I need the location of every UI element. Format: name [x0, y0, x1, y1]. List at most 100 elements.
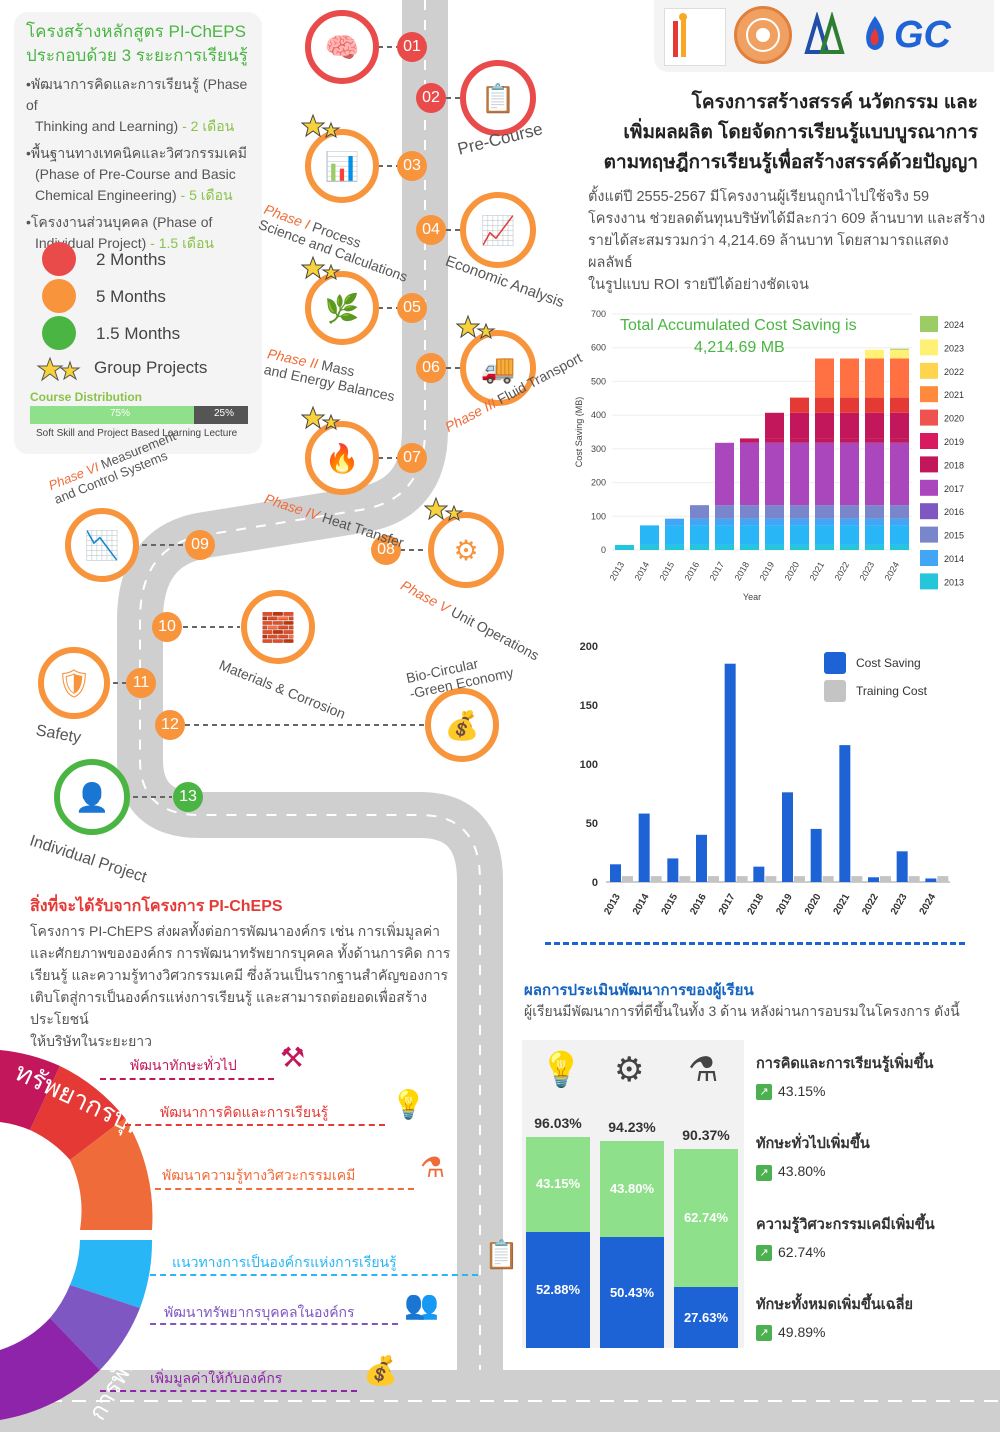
legend-label: Cost Saving	[856, 656, 921, 670]
bar-segment	[840, 412, 859, 439]
improvement-value: ↗ 62.74%	[756, 1244, 996, 1261]
bar-segment	[765, 525, 784, 545]
x-tick-label: 2015	[660, 892, 681, 917]
roadmap-number-badge: 08	[371, 535, 401, 565]
x-tick-label: 2014	[633, 560, 652, 582]
bar-segment	[690, 505, 709, 519]
cost-saving-bar	[753, 866, 765, 882]
accumulated-cost-saving-chart: 0 100 200 300 400 500 600 700 Cost Saving (MB) 20…	[574, 309, 964, 600]
bar-segment	[740, 525, 759, 545]
y-tick-label: 100	[580, 759, 598, 771]
bar-segment	[690, 544, 709, 550]
bar-segment	[890, 349, 909, 359]
bar-segment	[740, 505, 759, 519]
training-cost-bar	[765, 876, 777, 882]
bar-segment	[640, 544, 659, 550]
training-cost-bar	[880, 876, 891, 882]
tools-icon: ⚒	[280, 1041, 306, 1074]
x-tick-label: 2018	[733, 560, 752, 582]
legend-label: 2022	[944, 367, 964, 377]
bar-segment	[840, 544, 859, 550]
bar-segment	[865, 442, 884, 506]
stars-icon	[36, 356, 81, 382]
y-tick-label: 500	[591, 376, 606, 386]
bar-segment	[840, 518, 859, 526]
benefit-item-label: เพิ่มมูลค่าให้กับองค์กร	[150, 1370, 283, 1386]
legend-swatch	[920, 433, 938, 449]
bar-segment	[740, 544, 759, 550]
leaf-icon: 🌿	[324, 291, 360, 325]
group-project-stars-icon	[301, 113, 341, 139]
y-tick-label: 600	[591, 343, 606, 353]
bar-segment	[865, 412, 884, 439]
bar-segment	[715, 505, 734, 519]
bar-segment	[890, 442, 909, 506]
bar-segment	[840, 358, 859, 398]
bar-segment	[890, 348, 909, 350]
legend-label: 2015	[944, 531, 964, 541]
x-tick-label: 2013	[608, 560, 627, 582]
checklist-icon: 📋	[480, 81, 516, 115]
bar-segment	[890, 397, 909, 413]
roadmap-node-04: 📈	[460, 192, 536, 268]
roadmap-number-badge: 04	[416, 215, 446, 245]
improvement-value: ↗ 43.80%	[756, 1163, 996, 1181]
y-tick-label: 150	[580, 700, 598, 712]
brain-icon: 🧠	[324, 30, 360, 64]
bar-segment	[665, 544, 684, 550]
improvement-value: ↗ 43.15%	[756, 1083, 996, 1101]
bar-segment	[815, 358, 834, 398]
section-divider	[545, 942, 965, 945]
bar-segment	[890, 412, 909, 439]
gc-logo-text: GC	[894, 14, 951, 56]
lab-flask-icon: ⚗	[420, 1151, 446, 1184]
bar-segment	[815, 518, 834, 526]
legend-swatch	[920, 456, 938, 473]
roadmap-node-11: 🛡	[38, 647, 110, 719]
analytics-icon: 📊	[324, 149, 360, 183]
course-structure-card: โครงสร้างหลักสูตร PI-ChEPS ประกอบด้วย 3 …	[14, 12, 262, 454]
roadmap-node-13: 👤	[54, 759, 130, 835]
y-axis-label: Cost Saving (MB)	[574, 397, 584, 468]
bar-segment	[890, 525, 909, 545]
legend-swatch	[920, 339, 938, 356]
x-tick-label: 2015	[658, 560, 677, 582]
bar-segment	[865, 358, 884, 398]
evaluation-before-segment: 50.43%	[600, 1237, 664, 1348]
legend-swatch	[920, 409, 938, 426]
legend-swatch	[824, 680, 846, 702]
group-project-stars-icon	[301, 405, 341, 431]
legend-label: 2021	[944, 390, 964, 400]
bar-segment	[815, 397, 834, 413]
legend-label: 2024	[944, 320, 964, 330]
legend-label: 2017	[944, 484, 964, 494]
cost-saving-bar	[638, 813, 650, 882]
bar-segment	[840, 438, 859, 443]
roadmap-node-10: 🧱	[241, 590, 315, 664]
bar-segment	[815, 438, 834, 443]
y-tick-label: 300	[591, 444, 606, 454]
chemistry-icon: ⚗	[688, 1050, 719, 1090]
benefit-connector	[155, 1188, 414, 1190]
truck-icon: 🚚	[480, 351, 516, 385]
bar-segment	[740, 438, 759, 443]
hand-money-icon: 💰	[363, 1354, 398, 1387]
improvement-item: ทักษะทั้งหมดเพิ่มขึ้นเฉลี่ย ↗ 49.89%	[756, 1293, 996, 1342]
training-cost-bar	[822, 876, 834, 882]
distribution-bar: 75% 25%	[30, 406, 248, 424]
cost-saving-bar	[896, 851, 908, 882]
cost-saving-bar	[696, 834, 707, 882]
benefit-connector	[100, 1390, 357, 1392]
cost-saving-bar	[925, 878, 937, 882]
bar-segment	[765, 518, 784, 526]
evaluation-gain-segment: 43.15%	[526, 1136, 590, 1232]
x-tick-label: 2021	[808, 560, 827, 582]
legend-label: 2013	[944, 577, 964, 587]
roadmap-node-02: 📋	[460, 60, 536, 136]
bar-segment	[640, 525, 659, 545]
gain-label: 62.74%	[683, 1210, 729, 1226]
gain-label: 43.15%	[535, 1176, 581, 1192]
bar-segment	[840, 505, 859, 519]
roadmap-number-badge: 12	[155, 710, 185, 740]
course-phase-list: •พัฒนาการคิดและการเรียนรู้ (Phase of Thi…	[26, 74, 262, 254]
